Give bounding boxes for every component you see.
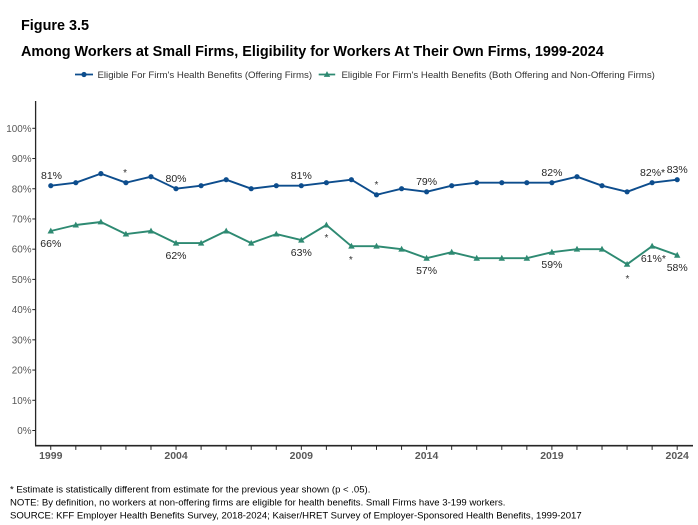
svg-text:*: *: [123, 168, 127, 179]
svg-text:60%: 60%: [12, 245, 32, 256]
svg-text:82%: 82%: [541, 167, 562, 179]
svg-text:NOTE: By definition, no worker: NOTE: By definition, no workers at non-o…: [10, 497, 505, 508]
svg-text:90%: 90%: [12, 154, 32, 165]
svg-text:*: *: [325, 233, 329, 244]
svg-text:20%: 20%: [12, 366, 32, 377]
svg-text:82%*: 82%*: [640, 167, 665, 179]
svg-text:2014: 2014: [415, 450, 439, 462]
svg-text:0%: 0%: [17, 426, 31, 437]
svg-text:10%: 10%: [12, 396, 32, 407]
svg-text:SOURCE: KFF Employer Health Be: SOURCE: KFF Employer Health Benefits Sur…: [10, 511, 582, 522]
svg-text:2009: 2009: [290, 450, 314, 462]
svg-text:100%: 100%: [6, 124, 31, 135]
svg-text:79%: 79%: [416, 176, 437, 188]
svg-text:70%: 70%: [12, 215, 32, 226]
svg-text:Eligible For Firm's Health Ben: Eligible For Firm's Health Benefits (Off…: [98, 70, 313, 81]
svg-text:80%: 80%: [12, 184, 32, 195]
svg-text:*: *: [375, 180, 379, 191]
svg-text:63%: 63%: [291, 247, 312, 259]
svg-text:62%: 62%: [165, 250, 186, 262]
svg-text:81%: 81%: [291, 170, 312, 182]
svg-text:40%: 40%: [12, 305, 32, 316]
svg-text:80%: 80%: [165, 173, 186, 185]
svg-text:83%: 83%: [667, 164, 688, 176]
svg-text:66%: 66%: [40, 238, 61, 250]
svg-text:Eligible For Firm's Health Ben: Eligible For Firm's Health Benefits (Bot…: [342, 70, 655, 81]
svg-text:1999: 1999: [39, 450, 63, 462]
svg-text:2004: 2004: [164, 450, 188, 462]
svg-text:59%: 59%: [541, 259, 562, 271]
svg-text:*: *: [349, 255, 353, 266]
svg-text:50%: 50%: [12, 275, 32, 286]
svg-text:58%: 58%: [667, 262, 688, 274]
svg-text:61%*: 61%*: [641, 253, 666, 265]
svg-text:*: *: [626, 274, 630, 285]
svg-text:2024: 2024: [666, 450, 690, 462]
svg-text:2019: 2019: [540, 450, 564, 462]
svg-text:* Estimate is statistically di: * Estimate is statistically different fr…: [10, 484, 370, 495]
svg-text:81%: 81%: [41, 170, 62, 182]
svg-text:30%: 30%: [12, 335, 32, 346]
svg-text:57%: 57%: [416, 265, 437, 277]
